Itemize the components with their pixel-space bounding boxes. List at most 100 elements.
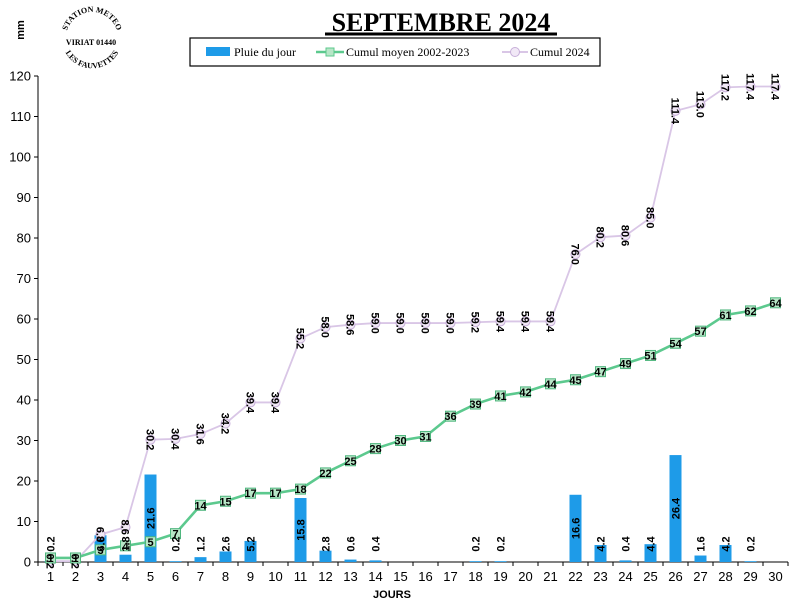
data-label-cumul-moyen: 41 — [494, 391, 506, 403]
data-label-cumul-2024: 59.0 — [394, 312, 406, 333]
point-cumul-2024 — [120, 522, 131, 533]
bar-pluie-jour — [744, 561, 757, 562]
x-tick-label: 9 — [247, 569, 254, 584]
legend-marker-cumul-2024 — [510, 47, 520, 57]
data-label-cumul-2024: 59.4 — [494, 311, 506, 333]
data-label-pluie-jour: 5.2 — [246, 536, 258, 551]
data-label-cumul-2024: 111.4 — [669, 98, 681, 125]
x-tick-label: 30 — [768, 569, 782, 584]
bar-pluie-jour — [294, 498, 307, 562]
data-label-pluie-jour: 6.6 — [96, 536, 108, 551]
x-tick-label: 1 — [47, 569, 54, 584]
point-cumul-2024 — [445, 318, 456, 329]
x-tick-label: 7 — [197, 569, 204, 584]
data-label-cumul-moyen: 1 — [47, 553, 53, 565]
point-cumul-moyen — [370, 443, 381, 455]
data-label-cumul-moyen: 14 — [194, 500, 207, 512]
x-tick-label: 19 — [493, 569, 507, 584]
data-label-pluie-jour: 4.2 — [596, 536, 608, 551]
point-cumul-moyen — [70, 552, 81, 564]
data-label-cumul-2024: 59.4 — [544, 311, 556, 333]
y-tick-label: 100 — [9, 150, 31, 165]
point-cumul-2024 — [245, 397, 256, 408]
data-label-pluie-jour: 21.6 — [146, 508, 158, 529]
x-tick-label: 8 — [222, 569, 229, 584]
point-cumul-moyen — [770, 297, 781, 309]
svg-text:STATION METEO: STATION METEO — [60, 5, 123, 32]
data-label-cumul-moyen: 31 — [419, 431, 431, 443]
point-cumul-moyen — [220, 495, 231, 507]
x-tick-label: 28 — [718, 569, 732, 584]
x-tick-label: 22 — [568, 569, 582, 584]
x-tick-label: 2 — [72, 569, 79, 584]
y-tick-label: 120 — [9, 69, 31, 84]
x-tick-label: 27 — [693, 569, 707, 584]
data-label-cumul-2024: 30.4 — [169, 428, 181, 450]
data-label-cumul-moyen: 7 — [172, 529, 178, 541]
data-label-cumul-moyen: 44 — [544, 379, 557, 391]
x-tick-label: 20 — [518, 569, 532, 584]
bar-pluie-jour — [594, 544, 607, 562]
svg-text:VIRIAT 01440: VIRIAT 01440 — [66, 38, 116, 47]
y-tick-label: 90 — [17, 190, 31, 205]
bar-pluie-jour — [119, 554, 132, 562]
y-tick-label: 40 — [17, 393, 31, 408]
data-label-cumul-moyen: 4 — [122, 541, 129, 553]
data-label-cumul-2024: 55.2 — [294, 328, 306, 349]
y-tick-label: 110 — [10, 109, 31, 124]
data-label-cumul-2024: 0.2 — [44, 554, 56, 569]
data-label-cumul-2024: 34.2 — [219, 413, 231, 434]
x-tick-label: 6 — [172, 569, 179, 584]
legend-label-cumul-moyen: Cumul moyen 2002-2023 — [346, 45, 469, 59]
x-tick-label: 11 — [294, 569, 308, 584]
data-label-pluie-jour: 0.2 — [496, 536, 508, 551]
bar-pluie-jour — [669, 455, 682, 562]
data-label-cumul-moyen: 54 — [669, 338, 682, 350]
data-label-cumul-2024: 59.0 — [419, 312, 431, 333]
x-tick-label: 15 — [393, 569, 407, 584]
station-logo: STATION METEO VIRIAT 01440 LES FAUVETTES — [60, 5, 123, 71]
data-label-pluie-jour: 0.4 — [621, 535, 633, 551]
point-cumul-moyen — [45, 552, 56, 564]
x-tick-label: 14 — [368, 569, 382, 584]
x-tick-label: 23 — [593, 569, 607, 584]
point-cumul-2024 — [345, 319, 356, 330]
data-label-cumul-2024: 117.2 — [719, 74, 731, 101]
point-cumul-moyen — [320, 467, 331, 479]
y-tick-label: 20 — [17, 474, 31, 489]
data-label-cumul-2024: 85.0 — [644, 207, 656, 228]
data-label-pluie-jour: 0.2 — [746, 536, 758, 551]
y-axis-unit: mm — [15, 20, 27, 40]
data-label-cumul-2024: 80.6 — [619, 225, 631, 246]
data-label-pluie-jour: 16.6 — [571, 518, 583, 539]
data-label-cumul-moyen: 5 — [147, 537, 153, 549]
y-tick-label: 30 — [17, 433, 31, 448]
data-label-cumul-2024: 58.6 — [344, 314, 356, 335]
legend-marker-cumul-moyen — [325, 47, 335, 57]
point-cumul-2024 — [770, 81, 781, 92]
point-cumul-2024 — [195, 429, 206, 440]
point-cumul-moyen — [645, 349, 656, 361]
point-cumul-2024 — [720, 82, 731, 93]
data-label-cumul-moyen: 57 — [694, 326, 706, 338]
data-label-pluie-jour: 0.2 — [471, 536, 483, 551]
data-label-pluie-jour: 2.6 — [221, 536, 233, 551]
x-tick-label: 5 — [147, 569, 154, 584]
data-label-cumul-moyen: 62 — [744, 306, 756, 318]
bar-pluie-jour — [219, 551, 232, 562]
point-cumul-moyen — [420, 430, 431, 442]
point-cumul-2024 — [695, 99, 706, 110]
data-label-cumul-2024: 8.6 — [119, 520, 131, 535]
bar-pluie-jour — [644, 544, 657, 562]
point-cumul-moyen — [620, 358, 631, 370]
x-tick-label: 12 — [318, 569, 332, 584]
legend-box — [189, 37, 601, 67]
y-tick-label: 60 — [17, 312, 31, 327]
x-tick-label: 16 — [418, 569, 432, 584]
point-cumul-moyen — [570, 374, 581, 386]
point-cumul-2024 — [395, 318, 406, 329]
bar-pluie-jour — [169, 561, 182, 562]
x-tick-label: 3 — [97, 569, 104, 584]
